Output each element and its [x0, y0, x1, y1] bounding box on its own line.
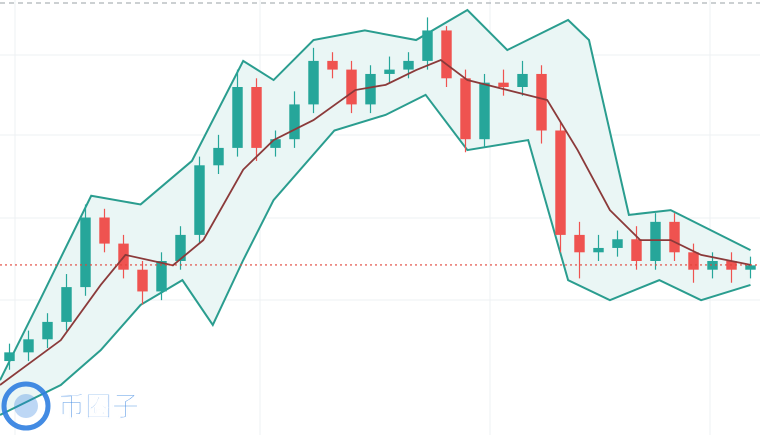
candle-body: [99, 217, 110, 244]
candle-body: [650, 221, 661, 261]
candle-body: [61, 287, 72, 322]
candle-body: [42, 321, 53, 340]
candle-body: [137, 269, 148, 292]
plot: [0, 8, 760, 416]
candle-body: [669, 221, 680, 253]
candle-body: [422, 30, 433, 61]
candle-body: [574, 234, 585, 253]
candle-body: [460, 78, 471, 140]
candle-body: [631, 239, 642, 261]
candle-body: [403, 60, 414, 70]
lower-band: [0, 93, 751, 416]
candle-body: [4, 352, 15, 362]
candle-body: [688, 252, 699, 270]
candle-body: [707, 261, 718, 270]
candle-body: [175, 234, 186, 261]
watermark-text: 币圈子: [58, 392, 139, 423]
candle-body: [251, 87, 262, 148]
candle-body: [289, 104, 300, 140]
candle-body: [270, 139, 281, 148]
candle-body: [593, 247, 604, 253]
middle-band: [0, 59, 751, 386]
logo: [1, 381, 51, 431]
candle-body: [536, 73, 547, 131]
candle-body: [23, 339, 34, 353]
candle-body: [213, 147, 224, 166]
candle-body: [555, 130, 566, 235]
candle-body: [80, 217, 91, 288]
candle-body: [441, 30, 452, 79]
candle-body: [346, 69, 357, 105]
logo-core: [14, 394, 38, 418]
candle-body: [194, 165, 205, 235]
band-fill: [0, 10, 751, 415]
candle-body: [517, 73, 528, 87]
candle-body: [745, 265, 756, 270]
candle-body: [327, 60, 338, 70]
candle-body: [308, 60, 319, 105]
candle-body: [498, 82, 509, 87]
candle-body: [365, 73, 376, 105]
candle-body: [156, 261, 167, 292]
candle-body: [384, 69, 395, 74]
upper-band: [0, 8, 751, 381]
candle-body: [232, 87, 243, 148]
candle-body: [479, 82, 490, 140]
watermark: 币圈子: [1, 381, 139, 431]
candle-body: [612, 239, 623, 248]
